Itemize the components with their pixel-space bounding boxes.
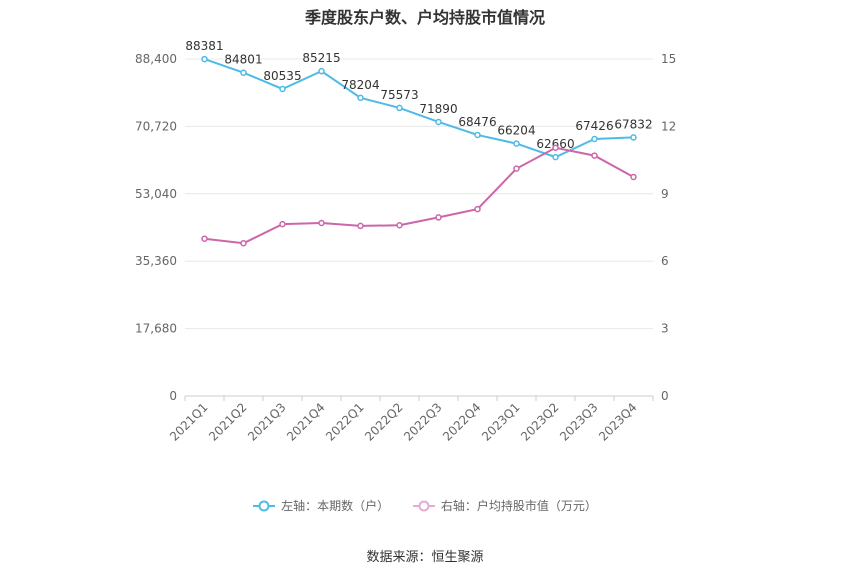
point-shareholders [552,153,559,161]
point-avg-holding-value [357,222,364,230]
x-tick-label: 2023Q1 [479,400,523,444]
point-avg-holding-value [279,220,286,228]
point-avg-holding-value [201,235,208,242]
data-label: 67832 [614,117,652,131]
y-right-tick-label: 3 [661,322,669,336]
x-tick-label: 2021Q2 [206,400,250,444]
data-label: 71890 [419,102,457,116]
point-shareholders [630,134,637,141]
data-label: 68476 [458,115,496,129]
x-tick-label: 2021Q1 [167,400,211,444]
data-label: 67426 [575,119,613,133]
x-tick-label: 2021Q3 [245,400,289,444]
data-label: 66204 [497,124,535,138]
y-left-tick-label: 70,720 [135,119,177,133]
y-left-tick-label: 53,040 [135,187,177,201]
x-tick-label: 2023Q3 [557,400,601,444]
x-tick-label: 2022Q3 [401,400,445,444]
y-left-tick-label: 88,400 [135,52,177,66]
point-shareholders [435,118,442,126]
x-tick-label: 2022Q4 [440,400,484,444]
point-shareholders [513,140,520,147]
line-chart: 0 0 17,680 3 35,360 6 53,040 9 70,720 12 88,400 15 2… [135,39,676,444]
chart-title: 季度股东户数、户均持股市值情况 [304,8,545,27]
point-shareholders [591,135,598,143]
data-label: 75573 [380,88,418,102]
y-right-tick-label: 6 [661,254,669,268]
point-shareholders [318,67,325,75]
point-avg-holding-value [396,222,403,229]
legend-line-marker-icon [253,500,276,511]
data-label: 62660 [536,137,574,151]
point-avg-holding-value [435,214,442,221]
x-tick-label: 2023Q4 [596,400,640,444]
point-avg-holding-value [240,239,247,247]
point-shareholders [357,94,364,102]
point-avg-holding-value [552,144,559,151]
point-shareholders [474,131,481,139]
point-avg-holding-value [474,205,481,213]
y-right-tick-label: 12 [661,119,676,133]
data-label: 78204 [341,78,379,92]
legend-line-marker-icon [412,500,435,511]
data-label: 84801 [224,53,262,67]
series-line-shareholders [204,58,634,159]
x-tick-label: 2022Q2 [362,400,406,444]
point-avg-holding-value [513,165,520,172]
point-avg-holding-value [318,219,325,227]
x-tick-label: 2022Q1 [323,400,367,444]
y-right-tick-label: 15 [661,52,676,66]
legend-label-left: 左轴：本期数（户） [281,499,390,513]
y-left-tick-label: 17,680 [135,322,177,336]
legend-item-left-series[interactable]: 左轴：本期数（户） [253,497,389,514]
y-right-tick-label: 9 [661,187,669,201]
legend-label-right: 右轴：户均持股市值（万元） [440,499,597,513]
y-left-tick-label: 35,360 [135,254,177,268]
point-shareholders [201,55,208,63]
series-line-avg-holding-value [204,146,634,245]
data-label: 85215 [302,51,340,65]
x-tick-label: 2021Q4 [284,400,328,444]
point-avg-holding-value [591,152,598,159]
data-label: 80535 [263,69,301,83]
point-shareholders [240,69,247,76]
point-shareholders [396,104,403,112]
point-avg-holding-value [630,173,637,181]
x-tick-label: 2023Q2 [518,400,562,444]
y-right-tick-label: 0 [661,389,669,403]
data-source: 数据来源：恒生聚源 [366,550,484,565]
data-label: 88381 [185,39,223,53]
legend-item-right-series[interactable]: 右轴：户均持股市值（万元） [412,497,597,514]
point-shareholders [279,85,286,93]
y-left-tick-label: 0 [169,389,177,403]
chart-legend: 左轴：本期数（户） 右轴：户均持股市值（万元） [0,497,850,515]
